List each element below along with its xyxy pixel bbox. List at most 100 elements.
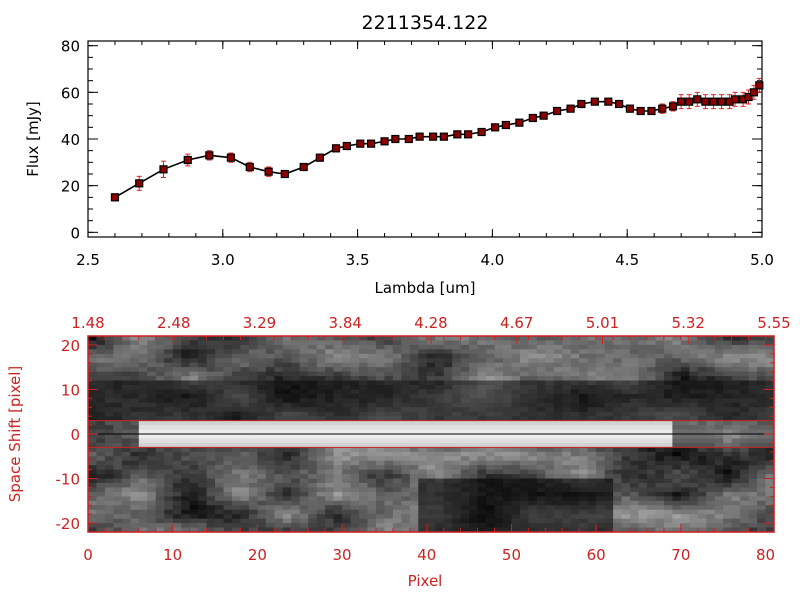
image-pixel [663,456,673,462]
image-pixel [198,336,208,342]
image-pixel [206,380,216,386]
image-pixel [316,487,326,493]
image-pixel [748,416,758,422]
image-pixel [384,371,394,377]
image-pixel [757,483,767,489]
image-pixel [765,402,775,408]
image-pixel [392,402,402,408]
image-pixel [765,442,775,448]
image-pixel [731,385,741,391]
image-pixel [511,514,521,520]
image-pixel [663,416,673,422]
wavelength-tick-label: 1.48 [71,314,104,332]
image-pixel [435,367,445,373]
image-pixel [689,434,699,440]
image-pixel [714,518,724,524]
image-pixel [291,407,301,413]
image-pixel [697,474,707,480]
image-pixel [621,496,631,502]
image-pixel [299,385,309,391]
image-pixel [638,474,648,480]
image-pixel [519,407,529,413]
image-pixel [579,474,589,480]
image-pixel [689,385,699,391]
image-pixel [189,371,199,377]
data-point [264,167,273,176]
image-pixel [511,474,521,480]
image-pixel [257,474,267,480]
image-pixel [172,460,182,466]
image-pixel [663,358,673,364]
image-pixel [130,523,140,529]
image-pixel [342,505,352,511]
image-pixel [350,367,360,373]
image-pixel [308,344,318,350]
image-pixel [308,434,318,440]
image-pixel [265,496,275,502]
image-pixel [130,420,140,426]
image-pixel [511,425,521,431]
image-pixel [748,487,758,493]
image-pixel [494,349,504,355]
image-pixel [528,523,538,529]
image-pixel [409,447,419,453]
x-tick-label: 20 [248,546,267,564]
image-pixel [723,340,733,346]
image-pixel [579,380,589,386]
image-pixel [731,496,741,502]
image-pixel [181,447,191,453]
image-pixel [375,487,386,493]
image-pixel [367,434,377,440]
image-pixel [596,380,606,386]
image-pixel [130,385,140,391]
image-pixel [545,474,555,480]
image-pixel [375,353,386,359]
image-pixel [401,340,411,346]
image-pixel [359,500,369,506]
image-pixel [486,447,496,453]
data-point [577,99,586,109]
image-pixel [265,509,275,515]
image-pixel [181,518,191,524]
image-pixel [528,451,538,457]
image-pixel [570,456,580,462]
image-pixel [460,398,470,404]
image-pixel [206,451,216,457]
image-pixel [689,460,699,466]
image-pixel [477,451,487,457]
image-pixel [248,509,258,515]
image-pixel [215,411,225,417]
image-pixel [164,402,174,408]
image-pixel [452,474,462,480]
image-pixel [359,393,369,399]
image-pixel [189,340,199,346]
image-pixel [706,442,716,448]
image-pixel [172,487,182,493]
image-pixel [121,367,131,373]
image-pixel [392,358,402,364]
image-pixel [350,523,360,529]
image-pixel [452,518,462,524]
image-pixel [113,518,123,524]
image-pixel [375,442,386,448]
image-pixel [130,478,140,484]
image-pixel [613,487,623,493]
image-pixel [757,398,767,404]
image-pixel [519,456,529,462]
image-pixel [596,402,606,408]
image-pixel [740,402,750,408]
image-pixel [333,451,343,457]
image-pixel [342,402,352,408]
image-pixel [350,385,360,391]
image-pixel [282,456,292,462]
image-pixel [765,483,775,489]
image-pixel [164,465,174,471]
image-pixel [545,385,555,391]
image-pixel [223,358,233,364]
image-pixel [689,451,699,457]
image-pixel [113,460,123,466]
image-pixel [308,478,318,484]
image-pixel [308,447,318,453]
image-pixel [757,425,767,431]
image-pixel [435,398,445,404]
